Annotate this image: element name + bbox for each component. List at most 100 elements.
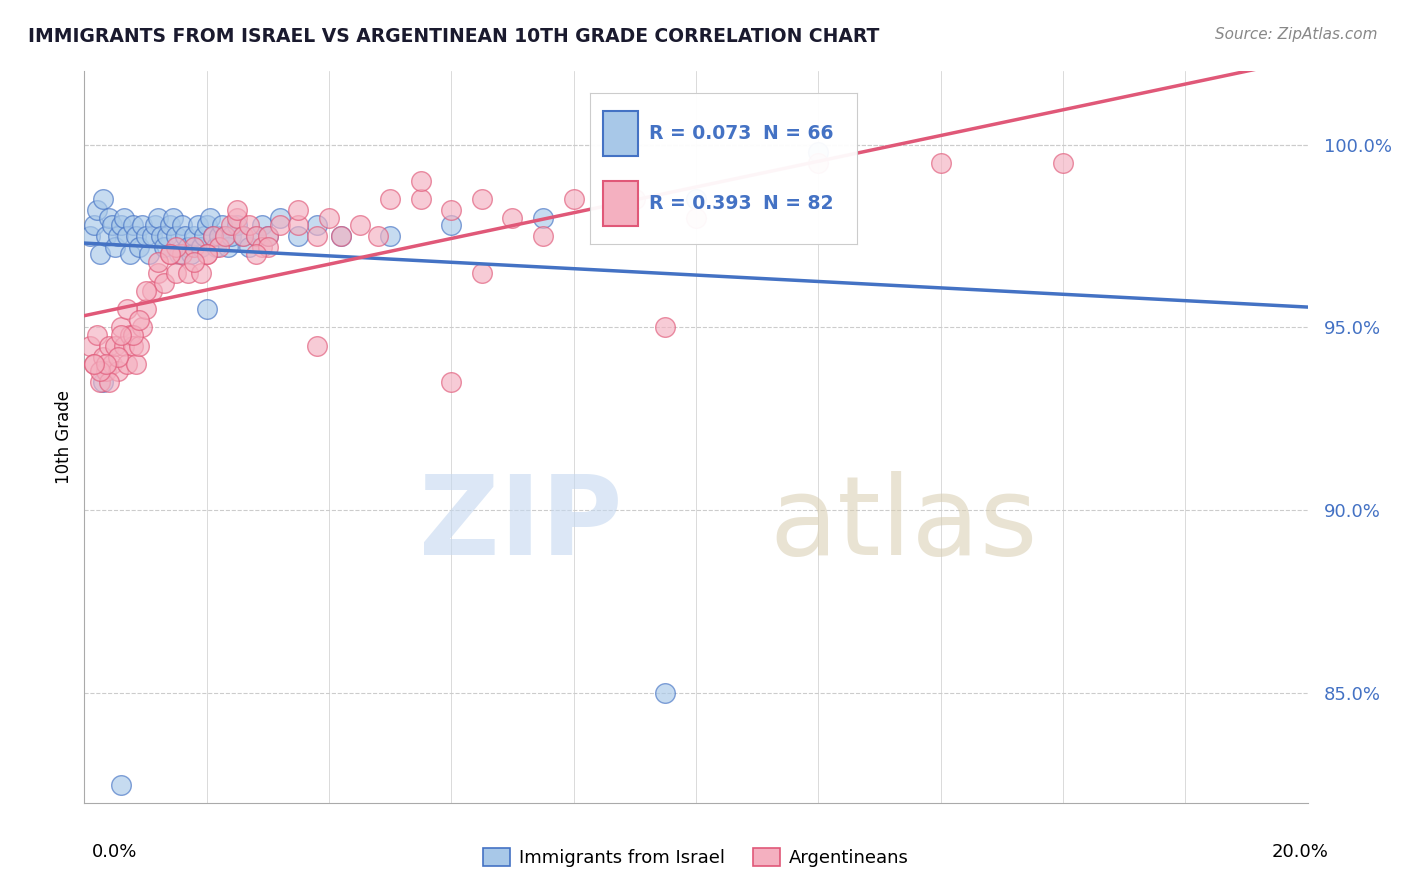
Point bbox=[807, 156, 830, 170]
Point bbox=[807, 145, 830, 159]
Point bbox=[250, 240, 273, 254]
Point bbox=[165, 240, 187, 254]
Point bbox=[94, 229, 117, 244]
Point bbox=[89, 376, 111, 390]
Point bbox=[226, 203, 249, 218]
Text: 20.0%: 20.0% bbox=[1272, 843, 1329, 861]
Point bbox=[232, 229, 254, 244]
Point bbox=[190, 240, 212, 254]
Point bbox=[112, 211, 135, 225]
Point bbox=[115, 229, 138, 244]
Point bbox=[112, 339, 135, 353]
Point bbox=[318, 211, 340, 225]
Point bbox=[107, 350, 129, 364]
Point bbox=[79, 229, 101, 244]
Point bbox=[195, 218, 218, 232]
Point bbox=[159, 247, 181, 261]
Point bbox=[193, 229, 215, 244]
Point bbox=[86, 327, 108, 342]
Point bbox=[104, 339, 127, 353]
Point bbox=[1052, 156, 1074, 170]
Point bbox=[110, 320, 132, 334]
Point bbox=[89, 247, 111, 261]
Point bbox=[257, 240, 280, 254]
Point bbox=[245, 229, 267, 244]
Point bbox=[305, 218, 328, 232]
Point bbox=[245, 247, 267, 261]
Point bbox=[219, 218, 242, 232]
Point bbox=[165, 266, 187, 280]
Text: atlas: atlas bbox=[769, 471, 1038, 578]
Point bbox=[219, 229, 242, 244]
Point bbox=[153, 240, 176, 254]
Point bbox=[172, 218, 194, 232]
Point bbox=[654, 686, 676, 700]
Point bbox=[110, 778, 132, 792]
Point bbox=[238, 240, 260, 254]
Point bbox=[79, 339, 101, 353]
Point bbox=[217, 240, 239, 254]
Legend: Immigrants from Israel, Argentineans: Immigrants from Israel, Argentineans bbox=[477, 840, 915, 874]
Text: ZIP: ZIP bbox=[419, 471, 623, 578]
Point bbox=[153, 277, 176, 291]
FancyBboxPatch shape bbox=[603, 111, 638, 156]
Point bbox=[141, 284, 163, 298]
Point bbox=[146, 254, 169, 268]
Point bbox=[167, 247, 190, 261]
Point bbox=[502, 211, 524, 225]
Point bbox=[409, 174, 432, 188]
Point bbox=[330, 229, 353, 244]
Point bbox=[125, 229, 148, 244]
Point bbox=[349, 218, 371, 232]
Text: N = 66: N = 66 bbox=[763, 124, 834, 144]
Point bbox=[101, 357, 124, 371]
Point bbox=[159, 218, 181, 232]
Point bbox=[305, 339, 328, 353]
Text: Source: ZipAtlas.com: Source: ZipAtlas.com bbox=[1215, 27, 1378, 42]
Point bbox=[214, 229, 236, 244]
Point bbox=[122, 327, 145, 342]
Point bbox=[110, 218, 132, 232]
Point bbox=[135, 229, 157, 244]
Point bbox=[186, 218, 208, 232]
Point bbox=[287, 203, 309, 218]
FancyBboxPatch shape bbox=[603, 181, 638, 227]
Point bbox=[201, 229, 224, 244]
Point bbox=[232, 229, 254, 244]
Point bbox=[101, 218, 124, 232]
Point bbox=[83, 218, 105, 232]
Point bbox=[162, 211, 184, 225]
Point bbox=[138, 247, 160, 261]
Point bbox=[128, 339, 150, 353]
Point bbox=[929, 156, 952, 170]
Point bbox=[409, 193, 432, 207]
Point bbox=[177, 240, 200, 254]
Point bbox=[208, 240, 231, 254]
Point bbox=[269, 211, 291, 225]
Point bbox=[367, 229, 389, 244]
Point bbox=[183, 254, 205, 268]
Point bbox=[115, 357, 138, 371]
Point bbox=[122, 218, 145, 232]
Point bbox=[440, 203, 463, 218]
Point bbox=[177, 266, 200, 280]
Point bbox=[198, 211, 221, 225]
Point bbox=[146, 211, 169, 225]
Text: R = 0.073: R = 0.073 bbox=[648, 124, 751, 144]
Point bbox=[122, 339, 145, 353]
Point bbox=[205, 240, 228, 254]
Point bbox=[89, 364, 111, 378]
Point bbox=[471, 266, 494, 280]
Point bbox=[562, 193, 585, 207]
Point bbox=[531, 211, 554, 225]
Point bbox=[195, 247, 218, 261]
Point bbox=[149, 229, 172, 244]
Point bbox=[195, 302, 218, 317]
Point bbox=[156, 229, 179, 244]
Point bbox=[107, 229, 129, 244]
Point bbox=[97, 211, 120, 225]
Point bbox=[305, 229, 328, 244]
Point bbox=[86, 203, 108, 218]
Point bbox=[257, 229, 280, 244]
Point bbox=[141, 229, 163, 244]
